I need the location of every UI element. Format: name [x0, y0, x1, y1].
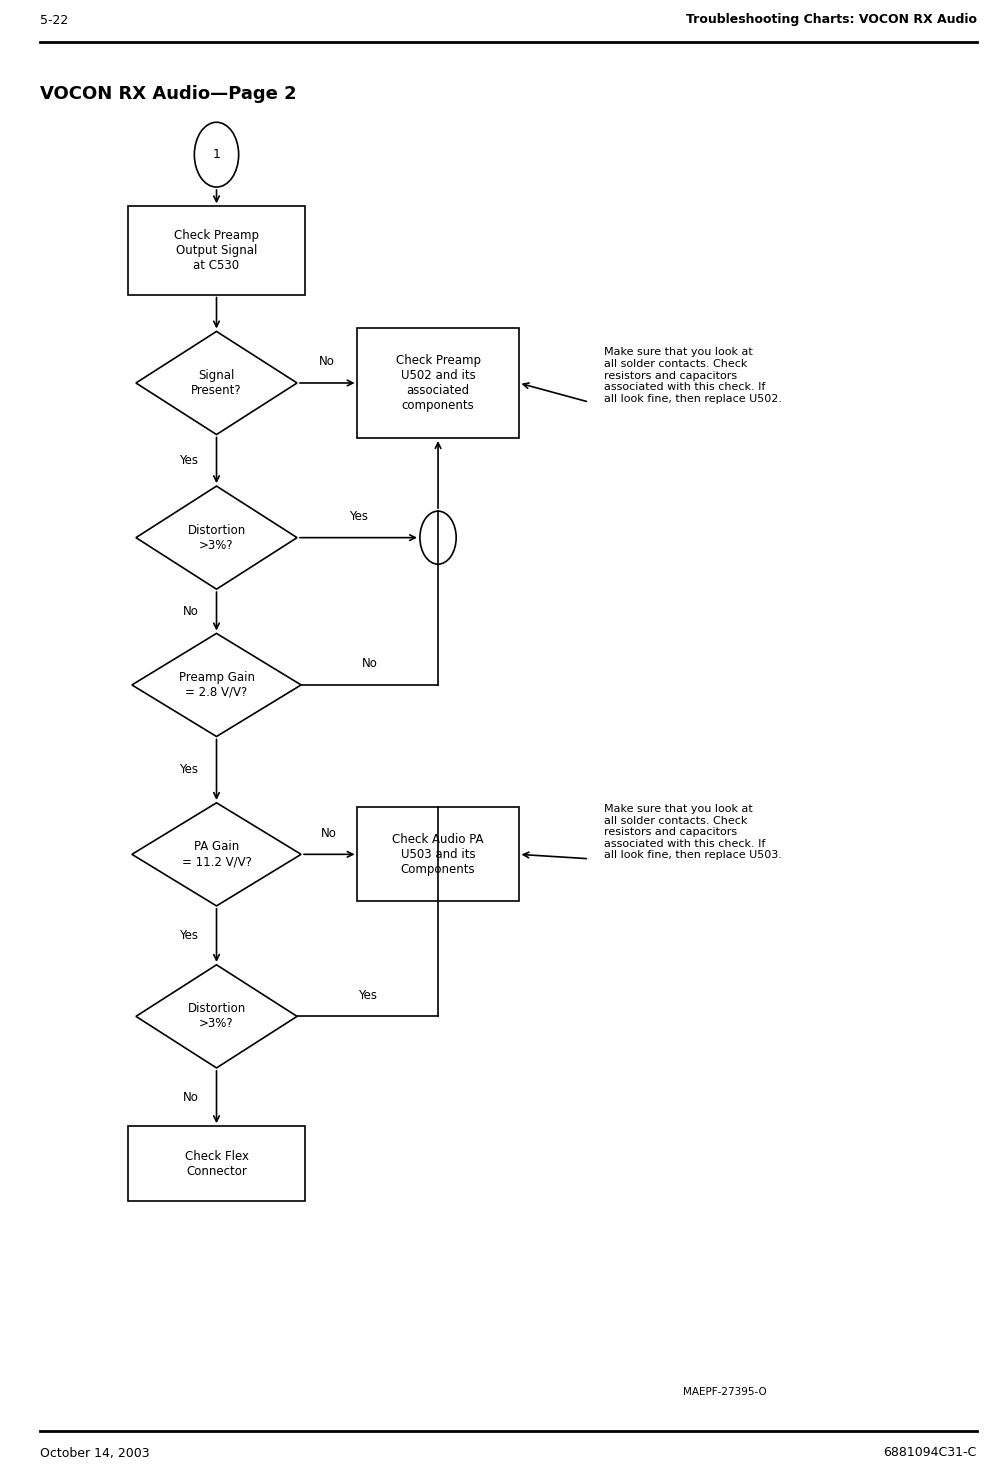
- Text: Signal
Present?: Signal Present?: [191, 368, 242, 398]
- Text: Yes: Yes: [349, 510, 368, 523]
- Polygon shape: [132, 803, 301, 906]
- Text: Yes: Yes: [358, 988, 377, 1002]
- Text: Check Preamp
U502 and its
associated
components: Check Preamp U502 and its associated com…: [396, 354, 480, 412]
- Text: Yes: Yes: [179, 454, 198, 467]
- Text: VOCON RX Audio—Page 2: VOCON RX Audio—Page 2: [40, 85, 297, 103]
- Text: Preamp Gain
= 2.8 V/V?: Preamp Gain = 2.8 V/V?: [178, 670, 255, 700]
- Polygon shape: [136, 965, 297, 1068]
- Text: Make sure that you look at
all solder contacts. Check
resistors and capacitors
a: Make sure that you look at all solder co…: [604, 804, 782, 860]
- Text: No: No: [321, 826, 337, 840]
- Text: No: No: [319, 355, 335, 368]
- Text: 5-22: 5-22: [40, 13, 68, 27]
- Text: Distortion
>3%?: Distortion >3%?: [187, 523, 246, 552]
- FancyBboxPatch shape: [357, 328, 519, 439]
- FancyBboxPatch shape: [129, 1125, 304, 1202]
- Text: October 14, 2003: October 14, 2003: [40, 1446, 150, 1460]
- Text: Check Preamp
Output Signal
at C530: Check Preamp Output Signal at C530: [174, 228, 259, 273]
- FancyBboxPatch shape: [357, 807, 519, 901]
- Circle shape: [420, 511, 456, 564]
- FancyBboxPatch shape: [129, 206, 304, 295]
- Text: PA Gain
= 11.2 V/V?: PA Gain = 11.2 V/V?: [181, 840, 252, 869]
- Text: Check Audio PA
U503 and its
Components: Check Audio PA U503 and its Components: [393, 832, 483, 876]
- Text: No: No: [182, 605, 198, 617]
- Polygon shape: [136, 486, 297, 589]
- Text: Yes: Yes: [179, 929, 198, 941]
- Circle shape: [194, 122, 239, 187]
- Text: Troubleshooting Charts: VOCON RX Audio: Troubleshooting Charts: VOCON RX Audio: [686, 13, 977, 27]
- Text: 6881094C31-C: 6881094C31-C: [883, 1446, 977, 1460]
- Text: Make sure that you look at
all solder contacts. Check
resistors and capacitors
a: Make sure that you look at all solder co…: [604, 348, 782, 404]
- Text: MAEPF-27395-O: MAEPF-27395-O: [683, 1388, 767, 1396]
- Text: No: No: [182, 1090, 198, 1103]
- Text: Yes: Yes: [179, 763, 198, 776]
- Text: 1: 1: [212, 149, 221, 161]
- Text: Check Flex
Connector: Check Flex Connector: [184, 1149, 249, 1178]
- Text: Distortion
>3%?: Distortion >3%?: [187, 1002, 246, 1031]
- Polygon shape: [132, 633, 301, 736]
- Text: No: No: [362, 657, 378, 670]
- Polygon shape: [136, 331, 297, 435]
